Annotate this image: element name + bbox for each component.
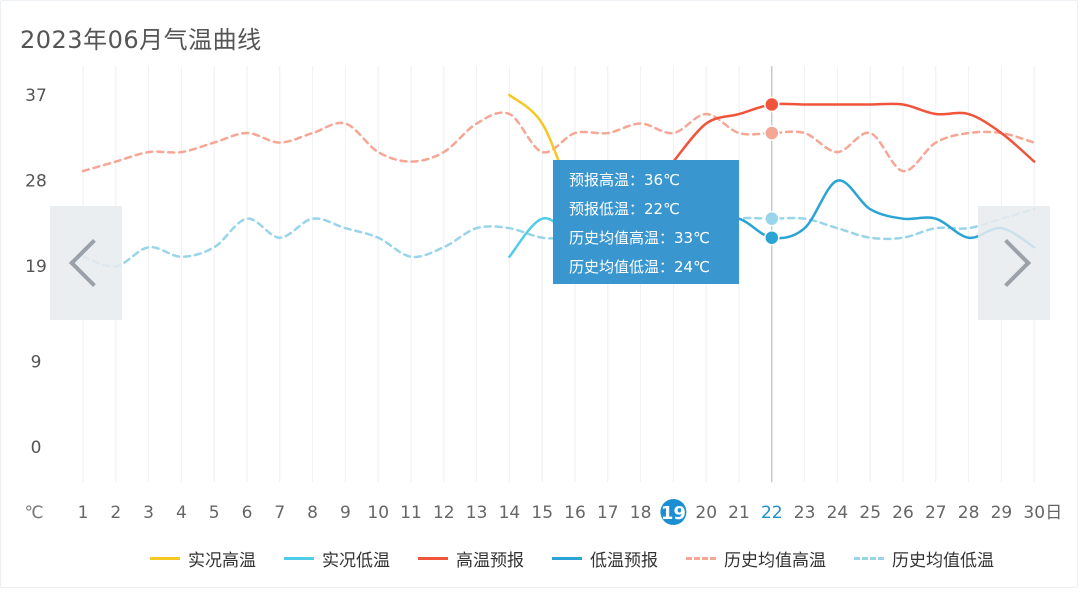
x-tick-label: 18 — [630, 503, 652, 523]
x-tick-label: 5 — [209, 503, 220, 523]
x-tick-label: 29 — [991, 503, 1013, 523]
x-tick-label: 24 — [827, 503, 849, 523]
data-point-marker — [764, 210, 780, 227]
chevron-left-icon — [68, 238, 118, 288]
x-tick-label: 14 — [499, 503, 521, 523]
x-tick-label: 10 — [367, 503, 389, 523]
x-tick-label: 6 — [242, 503, 253, 523]
x-tick-label: 16 — [564, 503, 586, 523]
x-tick-label: 21 — [728, 503, 750, 523]
legend-swatch — [418, 556, 448, 560]
x-tick-label: 20 — [695, 503, 717, 523]
x-unit-label: 日 — [1045, 503, 1062, 523]
series-line — [81, 207, 1036, 268]
x-tick-label: 23 — [794, 503, 816, 523]
chevron-right-icon — [982, 238, 1032, 288]
next-month-button[interactable] — [978, 206, 1050, 320]
y-tick-label: 37 — [25, 86, 47, 106]
legend: 实况高温 实况低温 高温预报 低温预报 历史均值高温 历史均值低温 — [150, 544, 1022, 572]
x-tick-label: 11 — [400, 503, 422, 523]
legend-label: 历史均值低温 — [892, 550, 994, 571]
x-tick-label: 4 — [176, 503, 187, 523]
data-point-marker — [764, 229, 780, 246]
x-tick-label: 27 — [925, 503, 947, 523]
y-unit-label: ℃ — [24, 503, 43, 523]
data-point-marker — [764, 125, 780, 141]
legend-item[interactable]: 历史均值低温 — [854, 546, 994, 571]
x-tick-label: 25 — [859, 503, 881, 523]
x-tick-label: 19 — [661, 503, 686, 524]
legend-item[interactable]: 高温预报 — [418, 546, 524, 571]
x-tick-label: 12 — [433, 503, 455, 523]
x-tick-label: 22 — [761, 503, 783, 523]
legend-label: 低温预报 — [590, 550, 658, 571]
y-tick-label: 19 — [25, 257, 47, 277]
y-tick-label: 0 — [31, 438, 42, 458]
legend-swatch — [284, 556, 314, 560]
tooltip-line-hist-low: 历史均值低温：24℃ — [569, 258, 710, 276]
legend-item[interactable]: 实况高温 — [150, 546, 256, 571]
x-tick-label: 17 — [597, 503, 619, 523]
x-tick-label: 30 — [1023, 503, 1045, 523]
chart-title: 2023年06月气温曲线 — [20, 26, 262, 54]
series-line — [81, 111, 1036, 173]
tooltip-line-hist-high: 历史均值高温：33℃ — [569, 229, 710, 247]
current-day-badge — [660, 499, 687, 525]
x-tick-label: 13 — [466, 503, 488, 523]
x-tick-label: 8 — [307, 503, 318, 523]
legend-item[interactable]: 历史均值高温 — [686, 546, 826, 571]
legend-swatch — [686, 556, 716, 560]
legend-swatch — [150, 556, 180, 560]
legend-label: 高温预报 — [456, 550, 524, 571]
x-tick-label: 7 — [274, 503, 285, 523]
tooltip-line-forecast-low: 预报低温：22℃ — [569, 200, 680, 218]
x-tick-label: 26 — [892, 503, 914, 523]
data-point-marker — [764, 96, 780, 113]
tooltip-line-forecast-high: 预报高温：36℃ — [569, 171, 680, 189]
x-tick-label: 2 — [110, 503, 121, 523]
legend-item[interactable]: 低温预报 — [552, 546, 658, 571]
x-tick-label: 15 — [531, 503, 553, 523]
legend-label: 实况高温 — [188, 550, 256, 571]
x-tick-label: 9 — [340, 503, 351, 523]
y-tick-label: 9 — [31, 352, 42, 372]
x-tick-label: 28 — [958, 503, 980, 523]
x-tick-label: 3 — [143, 503, 154, 523]
legend-swatch — [552, 556, 582, 560]
legend-swatch — [854, 556, 884, 560]
y-tick-label: 28 — [25, 172, 47, 192]
legend-label: 历史均值高温 — [724, 550, 826, 571]
series-line — [672, 102, 1036, 163]
prev-month-button[interactable] — [50, 206, 122, 320]
legend-label: 实况低温 — [322, 550, 390, 571]
tooltip: 预报高温：36℃ 预报低温：22℃ 历史均值高温：33℃ 历史均值低温：24℃ — [553, 160, 739, 284]
legend-item[interactable]: 实况低温 — [284, 546, 390, 571]
x-tick-label: 1 — [78, 503, 89, 523]
